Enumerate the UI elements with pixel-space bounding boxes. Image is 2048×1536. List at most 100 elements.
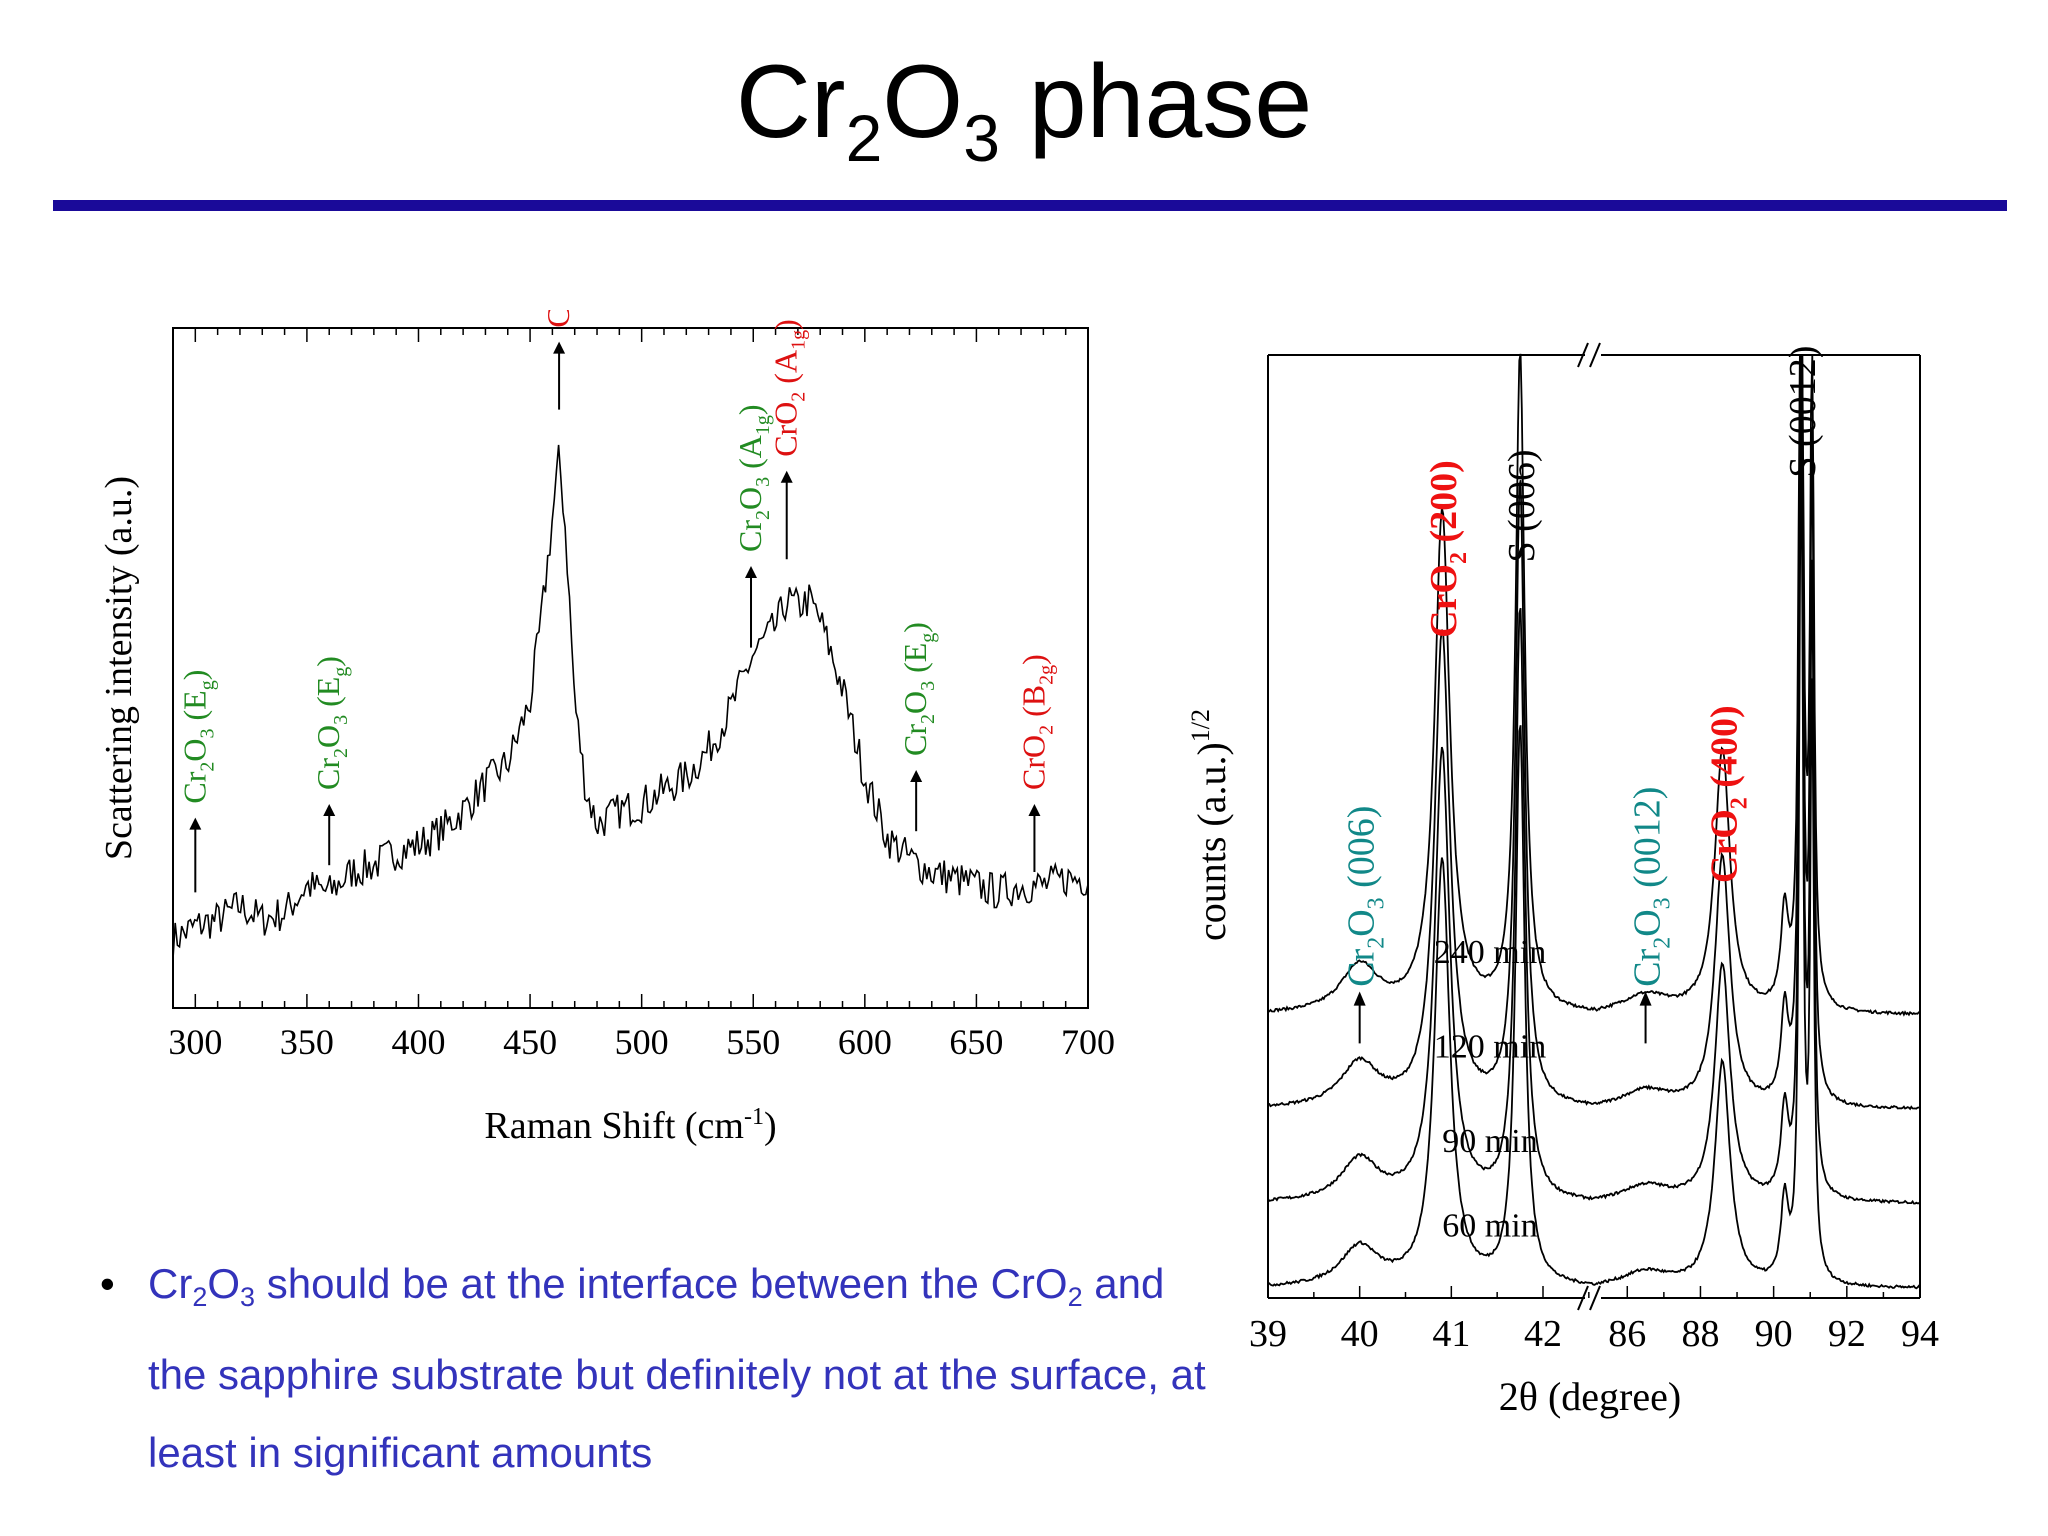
x-tick-label: 94 bbox=[1901, 1313, 1939, 1355]
bullet-subscript: 3 bbox=[240, 1282, 256, 1312]
peak-annotation: Cr2O3 (A1g) bbox=[732, 404, 774, 552]
label-subscript: 3 bbox=[917, 681, 939, 691]
label-subscript: 3 bbox=[196, 728, 218, 738]
label-subscript: 2 bbox=[1446, 552, 1472, 564]
y-axis-label: Scattering intensity (a.u.) bbox=[98, 476, 140, 860]
axis-break-mark bbox=[1589, 1285, 1601, 1311]
x-tick-label: 40 bbox=[1341, 1313, 1379, 1355]
label-part: (400) bbox=[1703, 705, 1745, 797]
x-tick-label: 500 bbox=[615, 1022, 669, 1062]
x-tick-label: 400 bbox=[391, 1022, 445, 1062]
x-tick-label: 550 bbox=[726, 1022, 780, 1062]
title-subscript: 3 bbox=[963, 101, 1000, 175]
peak-annotation: CrO2 (200) bbox=[1423, 460, 1472, 638]
x-tick-label: 300 bbox=[168, 1022, 222, 1062]
x-tick-label: 42 bbox=[1524, 1313, 1562, 1355]
peak-annotation: Cr2O3 (006) bbox=[1341, 806, 1390, 987]
bullet-text: Cr2O3 should be at the interface between… bbox=[148, 1245, 1220, 1492]
label-part: (0012) bbox=[1627, 787, 1669, 898]
x-tick-label: 39 bbox=[1249, 1313, 1287, 1355]
annotation-arrow-head bbox=[1353, 991, 1366, 1006]
label-part: CrO bbox=[540, 310, 576, 328]
label-part: Cr bbox=[1341, 948, 1383, 986]
peak-annotation: CrO2 (Eg) bbox=[540, 310, 582, 328]
label-part: (006) bbox=[1341, 806, 1383, 898]
xrd-curve-left bbox=[1267, 725, 1599, 1287]
peak-annotation: CrO2 (400) bbox=[1703, 705, 1752, 883]
label-part: (B bbox=[1015, 685, 1051, 725]
label-subscript: 3 bbox=[752, 477, 774, 487]
label-subscript: 3 bbox=[1364, 897, 1390, 909]
x-tick-label: 600 bbox=[838, 1022, 892, 1062]
label-subscript: 2 bbox=[1650, 937, 1676, 949]
label-subscript: g bbox=[330, 667, 352, 677]
label-part: ) bbox=[1015, 654, 1051, 665]
x-tick-label: 90 bbox=[1755, 1313, 1793, 1355]
label-subscript: 2 bbox=[1364, 937, 1390, 949]
label-subscript: 1g bbox=[788, 330, 810, 350]
axis-break-mark bbox=[1577, 1285, 1589, 1311]
series-label: 60 min bbox=[1442, 1208, 1537, 1245]
label-subscript: 2 bbox=[788, 392, 810, 402]
label-part: O bbox=[1341, 909, 1383, 936]
peak-annotation: Cr2O3 (Eg) bbox=[310, 656, 352, 790]
xrd-curve-left bbox=[1267, 607, 1599, 1202]
label-part: (E bbox=[176, 690, 212, 728]
title-rule bbox=[53, 200, 2007, 211]
label-part: (A bbox=[768, 350, 804, 392]
xrd-chart: 39 40 41 42 86 88 90 92 94 2θ (degree) counts (a.u… bbox=[1186, 342, 1939, 1419]
x-axis-label: Raman Shift (cm-1) bbox=[484, 1104, 776, 1147]
annotation-arrow-head bbox=[910, 770, 923, 782]
annotation-arrow-head bbox=[1639, 991, 1652, 1006]
label-subscript: g bbox=[917, 633, 939, 643]
label-part: Raman Shift (cm bbox=[484, 1105, 744, 1147]
peak-annotation: S (0012) bbox=[1782, 346, 1824, 478]
label-part: O bbox=[310, 725, 346, 748]
label-part: ) bbox=[732, 404, 768, 415]
bullet-point: • Cr2O3 should be at the interface betwe… bbox=[100, 1245, 1220, 1492]
title-part: O bbox=[882, 44, 964, 160]
label-part: CrO bbox=[1423, 564, 1465, 638]
peak-annotation: Cr2O3 (Eg) bbox=[176, 670, 218, 804]
annotation-arrow-head bbox=[1028, 804, 1041, 816]
label-part: ) bbox=[176, 670, 212, 681]
peak-annotation: Cr2O3 (Eg) bbox=[897, 622, 939, 756]
bullet-subscript: 2 bbox=[192, 1282, 208, 1312]
x-tick-label: 650 bbox=[949, 1022, 1003, 1062]
label-part: (E bbox=[897, 643, 933, 681]
raman-chart: 300 350 400 450 500 550 600 650 700 Raman Shift (… bbox=[98, 310, 1115, 1147]
label-part: ) bbox=[310, 656, 346, 667]
xrd-curve-right bbox=[1597, 354, 1921, 1205]
annotation-arrow-head bbox=[553, 341, 566, 354]
xrd-curve-right bbox=[1597, 354, 1921, 1017]
label-part: O bbox=[732, 487, 768, 510]
bullet-text-part: O bbox=[207, 1260, 241, 1307]
x-tick-label: 92 bbox=[1828, 1313, 1866, 1355]
y-axis-label: counts (a.u.)1/2 bbox=[1186, 709, 1234, 941]
label-subscript: 2g bbox=[1035, 665, 1057, 685]
label-part: ) bbox=[768, 319, 804, 330]
label-part: O bbox=[176, 738, 212, 761]
xrd-curve-right bbox=[1597, 390, 1921, 1290]
label-part: S (006) bbox=[1501, 450, 1543, 563]
label-subscript: 2 bbox=[196, 762, 218, 772]
x-tick-label: 88 bbox=[1681, 1313, 1719, 1355]
annotation-arrow-head bbox=[189, 817, 202, 830]
label-subscript: -1 bbox=[744, 1104, 764, 1130]
x-tick-label: 700 bbox=[1061, 1022, 1115, 1062]
bullet-text-part: and the sapphire substrate but definitel… bbox=[148, 1260, 1206, 1476]
label-subscript: 3 bbox=[330, 715, 352, 725]
label-part: Cr bbox=[897, 724, 933, 756]
xrd-curve-right bbox=[1597, 354, 1921, 1111]
xrd-curve-left bbox=[1267, 353, 1599, 1013]
peak-annotation: CrO2 (B2g) bbox=[1015, 654, 1057, 790]
label-subscript: g bbox=[196, 680, 218, 690]
label-part: ) bbox=[897, 622, 933, 633]
label-part: Cr bbox=[176, 771, 212, 803]
axis-break-mark bbox=[1589, 342, 1601, 368]
label-part: Cr bbox=[732, 520, 768, 552]
x-tick-label: 86 bbox=[1608, 1313, 1646, 1355]
label-subscript: 2 bbox=[1035, 725, 1057, 735]
label-superscript: 1/2 bbox=[1186, 709, 1215, 742]
bullet-dot: • bbox=[100, 1260, 115, 1307]
